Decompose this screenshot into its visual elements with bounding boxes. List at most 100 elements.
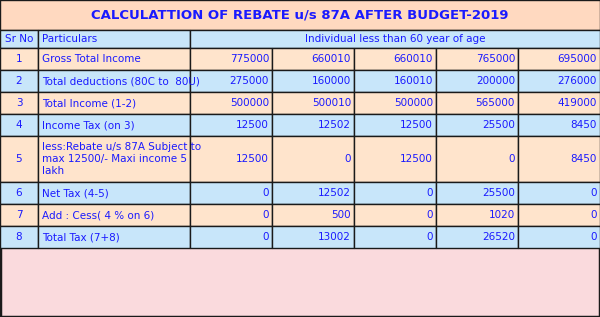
Bar	[354, 136, 436, 182]
Bar	[272, 226, 354, 248]
Bar	[436, 70, 518, 92]
Text: 500010: 500010	[312, 98, 351, 108]
Text: 2: 2	[16, 76, 22, 86]
Text: Gross Total Income: Gross Total Income	[42, 54, 141, 64]
Text: 8450: 8450	[571, 154, 597, 164]
Text: 13002: 13002	[318, 232, 351, 242]
Bar	[354, 114, 436, 136]
Bar	[38, 182, 190, 204]
Text: 8450: 8450	[571, 120, 597, 130]
Text: 0: 0	[263, 210, 269, 220]
Bar	[0, 226, 38, 248]
Text: 276000: 276000	[557, 76, 597, 86]
Bar	[354, 48, 436, 70]
Bar	[436, 182, 518, 204]
Bar	[0, 0, 600, 30]
Text: 25500: 25500	[482, 188, 515, 198]
Text: 7: 7	[16, 210, 22, 220]
Text: 4: 4	[16, 120, 22, 130]
Text: CALCULATTION OF REBATE u/s 87A AFTER BUDGET-2019: CALCULATTION OF REBATE u/s 87A AFTER BUD…	[91, 9, 509, 22]
Bar	[190, 92, 272, 114]
Text: 12500: 12500	[400, 154, 433, 164]
Text: 0: 0	[590, 232, 597, 242]
Bar	[436, 136, 518, 182]
Text: 200000: 200000	[476, 76, 515, 86]
Text: 660010: 660010	[311, 54, 351, 64]
Bar	[272, 136, 354, 182]
Text: 0: 0	[344, 154, 351, 164]
Text: 0: 0	[263, 232, 269, 242]
Bar	[190, 70, 272, 92]
Bar	[0, 30, 38, 48]
Text: 12500: 12500	[236, 120, 269, 130]
Text: 275000: 275000	[230, 76, 269, 86]
Bar	[38, 136, 190, 182]
Bar	[518, 136, 600, 182]
Bar	[0, 92, 38, 114]
Text: 0: 0	[427, 232, 433, 242]
Bar	[190, 114, 272, 136]
Bar	[272, 182, 354, 204]
Text: Sr No: Sr No	[5, 34, 33, 44]
Bar	[518, 92, 600, 114]
Text: 6: 6	[16, 188, 22, 198]
Bar	[354, 204, 436, 226]
Text: 695000: 695000	[557, 54, 597, 64]
Text: 565000: 565000	[476, 98, 515, 108]
Text: 12500: 12500	[400, 120, 433, 130]
Bar	[38, 226, 190, 248]
Bar	[0, 136, 38, 182]
Text: Net Tax (4-5): Net Tax (4-5)	[42, 188, 109, 198]
Text: 0: 0	[427, 188, 433, 198]
Text: 25500: 25500	[482, 120, 515, 130]
Bar	[354, 226, 436, 248]
Bar	[354, 92, 436, 114]
Text: Income Tax (on 3): Income Tax (on 3)	[42, 120, 134, 130]
Bar	[518, 70, 600, 92]
Bar	[436, 92, 518, 114]
Text: 3: 3	[16, 98, 22, 108]
Text: 0: 0	[590, 188, 597, 198]
Text: 160000: 160000	[312, 76, 351, 86]
Text: 500: 500	[331, 210, 351, 220]
Text: 5: 5	[16, 154, 22, 164]
Bar	[38, 70, 190, 92]
Text: Total deductions (80C to  80U): Total deductions (80C to 80U)	[42, 76, 200, 86]
Bar	[518, 48, 600, 70]
Bar	[272, 114, 354, 136]
Text: 1: 1	[16, 54, 22, 64]
Bar	[190, 48, 272, 70]
Bar	[272, 48, 354, 70]
Text: 775000: 775000	[230, 54, 269, 64]
Bar	[0, 48, 38, 70]
Bar	[38, 204, 190, 226]
Bar	[518, 182, 600, 204]
Bar	[190, 30, 600, 48]
Bar	[272, 204, 354, 226]
Bar	[38, 114, 190, 136]
Bar	[354, 182, 436, 204]
Text: 660010: 660010	[394, 54, 433, 64]
Bar	[436, 48, 518, 70]
Bar	[518, 226, 600, 248]
Bar	[190, 226, 272, 248]
Text: 26520: 26520	[482, 232, 515, 242]
Text: less:Rebate u/s 87A Subject to
max 12500/- Maxi income 5
lakh: less:Rebate u/s 87A Subject to max 12500…	[42, 142, 201, 176]
Bar	[518, 204, 600, 226]
Text: 500000: 500000	[394, 98, 433, 108]
Text: 12500: 12500	[236, 154, 269, 164]
Bar	[190, 136, 272, 182]
Text: Particulars: Particulars	[42, 34, 97, 44]
Text: 0: 0	[590, 210, 597, 220]
Text: 765000: 765000	[476, 54, 515, 64]
Bar	[38, 48, 190, 70]
Text: Total Income (1-2): Total Income (1-2)	[42, 98, 136, 108]
Bar	[0, 70, 38, 92]
Text: 500000: 500000	[230, 98, 269, 108]
Bar	[518, 114, 600, 136]
Bar	[0, 204, 38, 226]
Bar	[0, 182, 38, 204]
Bar	[190, 204, 272, 226]
Bar	[436, 226, 518, 248]
Text: Add : Cess( 4 % on 6): Add : Cess( 4 % on 6)	[42, 210, 154, 220]
